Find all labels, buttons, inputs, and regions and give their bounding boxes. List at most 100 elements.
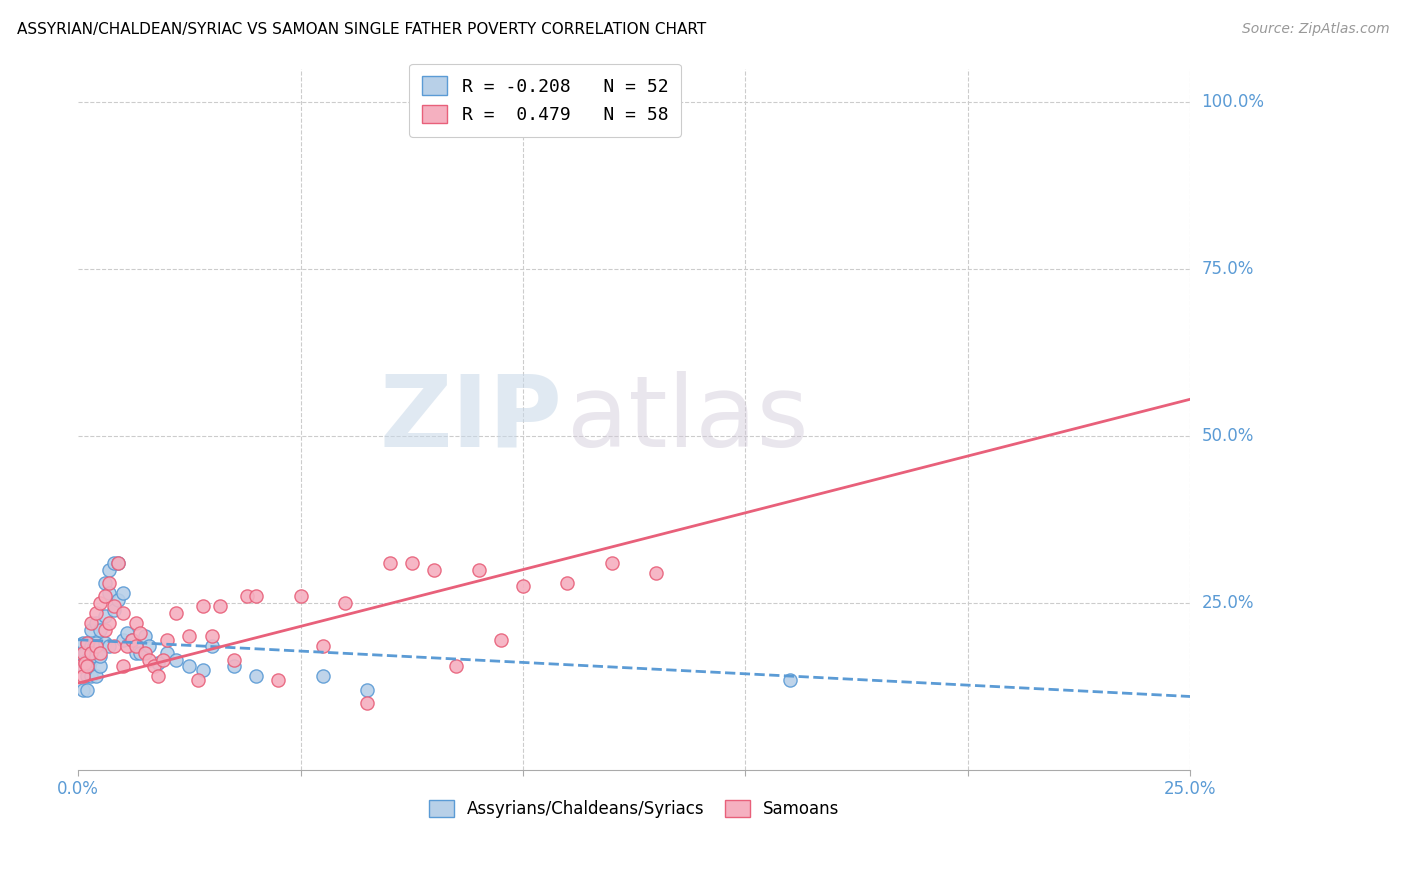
Point xyxy=(84,649,107,664)
Point xyxy=(98,563,121,577)
Point xyxy=(125,640,148,654)
Point xyxy=(557,576,579,591)
Point xyxy=(600,556,623,570)
Point xyxy=(76,653,98,667)
Point xyxy=(209,599,232,614)
Point xyxy=(80,640,103,654)
Text: atlas: atlas xyxy=(568,371,808,467)
Point xyxy=(84,640,107,654)
Point xyxy=(312,669,335,683)
Point xyxy=(125,646,148,660)
Point xyxy=(222,653,245,667)
Point xyxy=(134,629,156,643)
Point xyxy=(236,589,259,603)
Point xyxy=(80,653,103,667)
Point xyxy=(84,669,107,683)
Point xyxy=(76,636,98,650)
Point xyxy=(107,592,129,607)
Point xyxy=(645,566,668,580)
Point xyxy=(200,640,222,654)
Point xyxy=(779,673,801,687)
Point xyxy=(80,669,103,683)
Point xyxy=(94,576,117,591)
Point xyxy=(98,576,121,591)
Point xyxy=(111,632,134,647)
Point xyxy=(76,682,98,697)
Point xyxy=(98,586,121,600)
Point xyxy=(165,606,187,620)
Point xyxy=(129,646,152,660)
Point xyxy=(129,626,152,640)
Point xyxy=(121,632,143,647)
Point xyxy=(245,589,267,603)
Text: 75.0%: 75.0% xyxy=(1202,260,1254,278)
Point xyxy=(401,556,423,570)
Point xyxy=(191,599,214,614)
Point xyxy=(103,599,125,614)
Point xyxy=(290,589,312,603)
Point xyxy=(89,659,111,673)
Point xyxy=(489,632,512,647)
Point xyxy=(89,596,111,610)
Point xyxy=(115,640,138,654)
Point xyxy=(111,659,134,673)
Point xyxy=(98,615,121,630)
Point xyxy=(111,586,134,600)
Point xyxy=(76,636,98,650)
Point xyxy=(94,636,117,650)
Point xyxy=(138,653,160,667)
Point xyxy=(98,640,121,654)
Text: 50.0%: 50.0% xyxy=(1202,427,1254,445)
Legend: Assyrians/Chaldeans/Syriacs, Samoans: Assyrians/Chaldeans/Syriacs, Samoans xyxy=(422,793,846,825)
Point xyxy=(73,646,96,660)
Point xyxy=(103,556,125,570)
Point xyxy=(245,669,267,683)
Point xyxy=(356,682,378,697)
Point xyxy=(165,653,187,667)
Point xyxy=(467,563,489,577)
Point xyxy=(512,579,534,593)
Point xyxy=(80,623,103,637)
Point xyxy=(94,589,117,603)
Point xyxy=(84,615,107,630)
Point xyxy=(84,636,107,650)
Point xyxy=(69,646,91,660)
Point xyxy=(76,659,98,673)
Point xyxy=(121,632,143,647)
Point xyxy=(115,626,138,640)
Point xyxy=(107,556,129,570)
Point xyxy=(107,556,129,570)
Point xyxy=(179,659,201,673)
Point xyxy=(72,682,94,697)
Point xyxy=(80,615,103,630)
Point xyxy=(187,673,209,687)
Point xyxy=(73,656,96,670)
Text: ZIP: ZIP xyxy=(380,371,562,467)
Point xyxy=(138,640,160,654)
Point xyxy=(423,563,446,577)
Point xyxy=(69,659,91,673)
Text: 25.0%: 25.0% xyxy=(1202,594,1254,612)
Point xyxy=(152,653,174,667)
Point xyxy=(80,646,103,660)
Point xyxy=(125,615,148,630)
Point xyxy=(72,669,94,683)
Point xyxy=(89,646,111,660)
Point xyxy=(312,640,335,654)
Point xyxy=(267,673,290,687)
Point xyxy=(94,609,117,624)
Point xyxy=(76,669,98,683)
Point xyxy=(156,632,179,647)
Point xyxy=(378,556,401,570)
Point xyxy=(446,659,468,673)
Point xyxy=(333,596,356,610)
Point xyxy=(84,606,107,620)
Text: Source: ZipAtlas.com: Source: ZipAtlas.com xyxy=(1241,22,1389,37)
Point xyxy=(72,659,94,673)
Point xyxy=(103,640,125,654)
Point xyxy=(77,659,100,673)
Text: ASSYRIAN/CHALDEAN/SYRIAC VS SAMOAN SINGLE FATHER POVERTY CORRELATION CHART: ASSYRIAN/CHALDEAN/SYRIAC VS SAMOAN SINGL… xyxy=(17,22,706,37)
Point xyxy=(356,696,378,710)
Point xyxy=(148,656,170,670)
Point xyxy=(103,602,125,616)
